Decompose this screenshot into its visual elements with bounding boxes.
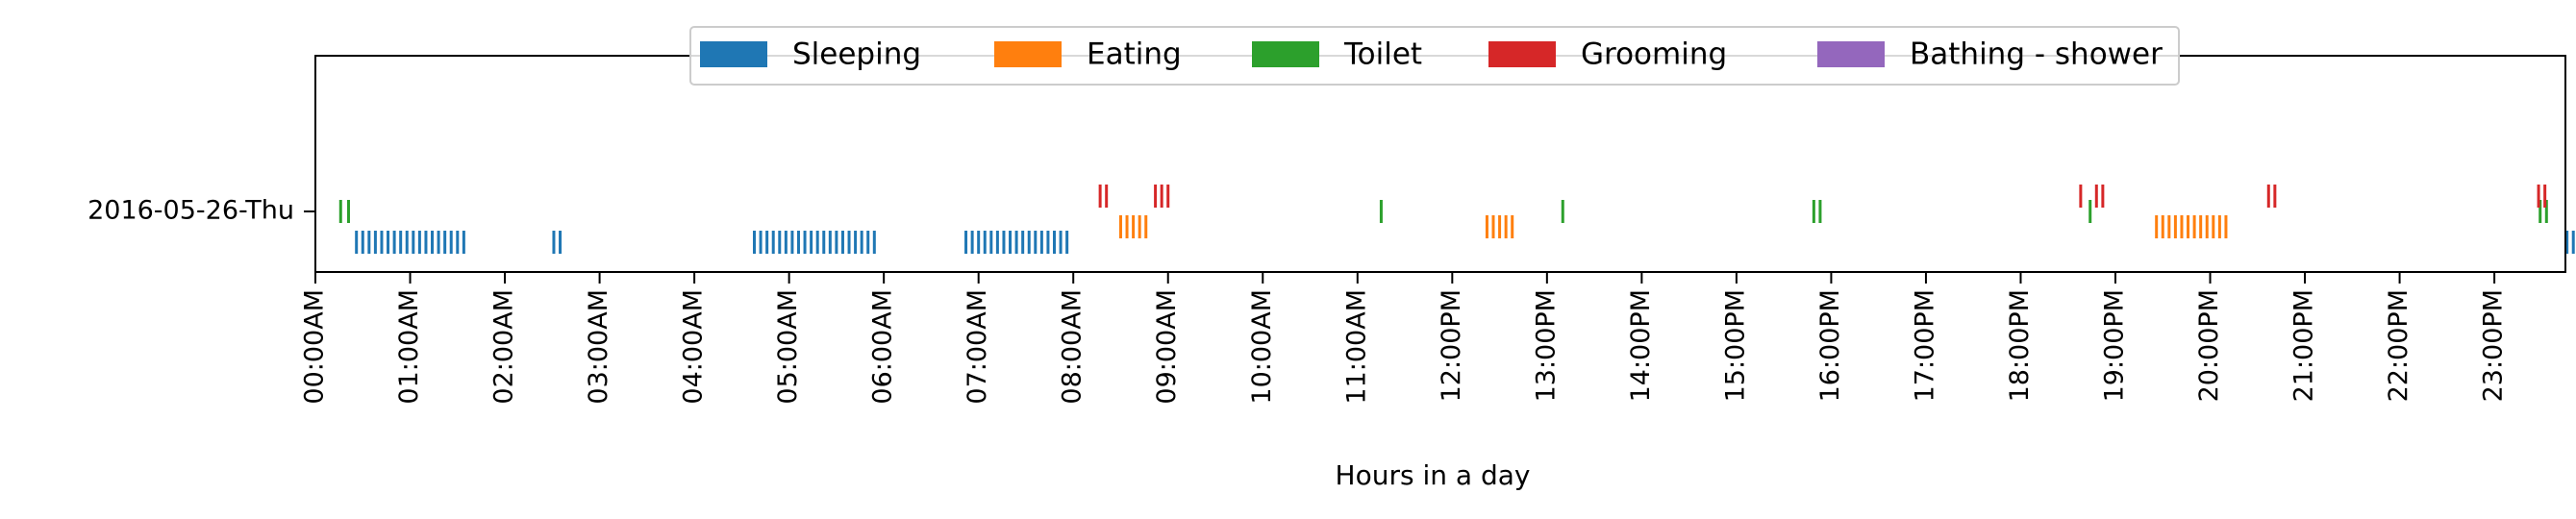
x-tick-label: 04:00AM xyxy=(679,289,709,405)
x-tick-label: 00:00AM xyxy=(300,289,330,405)
x-tick-label: 10:00AM xyxy=(1247,289,1277,405)
legend-swatch-bathing-shower xyxy=(1817,41,1885,67)
x-tick-label: 18:00PM xyxy=(2005,289,2035,402)
y-tick-label: 2016-05-26-Thu xyxy=(88,196,294,226)
x-axis: 00:00AM 01:00AM 02:00AM 03:00AM 04:00AM 05:00… xyxy=(300,272,2509,405)
x-tick-label: 15:00PM xyxy=(1720,289,1750,402)
x-tick-label: 23:00PM xyxy=(2479,289,2509,402)
x-axis-label: Hours in a day xyxy=(1336,459,1531,491)
x-tick-label: 13:00PM xyxy=(1531,289,1561,402)
x-tick-label: 19:00PM xyxy=(2100,289,2130,402)
y-axis: 2016-05-26-Thu xyxy=(88,196,315,226)
x-tick-label: 07:00AM xyxy=(963,289,992,405)
legend-swatch-eating xyxy=(994,41,1062,67)
legend-label-sleeping: Sleeping xyxy=(792,37,921,72)
x-tick-label: 01:00AM xyxy=(394,289,424,405)
legend-swatch-sleeping xyxy=(700,41,767,67)
legend-label-bathing-shower: Bathing - shower xyxy=(1910,37,2163,72)
x-tick-label: 16:00PM xyxy=(1815,289,1845,402)
x-tick-label: 11:00AM xyxy=(1341,289,1371,405)
legend-swatch-toilet xyxy=(1252,41,1319,67)
x-tick-label: 08:00AM xyxy=(1058,289,1088,405)
x-tick-label: 06:00AM xyxy=(868,289,898,405)
x-tick-label: 09:00AM xyxy=(1152,289,1182,405)
x-tick-label: 20:00PM xyxy=(2194,289,2224,402)
legend-swatch-grooming xyxy=(1488,41,1556,67)
legend-label-grooming: Grooming xyxy=(1581,37,1727,72)
x-tick-label: 05:00AM xyxy=(773,289,803,405)
legend-box xyxy=(689,26,2180,86)
activity-marks xyxy=(338,185,2575,254)
x-tick-label: 12:00PM xyxy=(1437,289,1466,402)
legend: Sleeping Eating Toilet Grooming Bathing - sh… xyxy=(689,26,2180,86)
x-tick-label: 22:00PM xyxy=(2384,289,2413,402)
x-tick-label: 03:00AM xyxy=(584,289,613,405)
legend-label-toilet: Toilet xyxy=(1343,37,1422,72)
x-tick-label: 21:00PM xyxy=(2289,289,2319,402)
plot-frame xyxy=(314,55,2566,273)
x-tick-label: 14:00PM xyxy=(1626,289,1656,402)
x-tick-label: 17:00PM xyxy=(1910,289,1939,402)
x-tick-label: 02:00AM xyxy=(489,289,519,405)
legend-label-eating: Eating xyxy=(1087,37,1182,72)
